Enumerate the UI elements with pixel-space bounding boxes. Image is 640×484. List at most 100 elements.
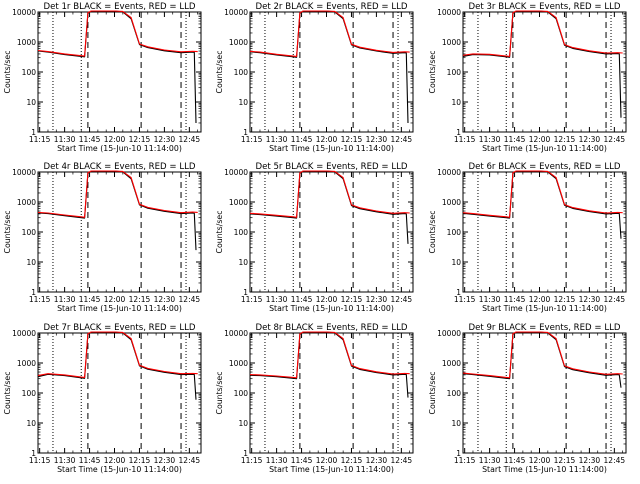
y-tick-label: 1 <box>456 288 461 297</box>
x-tick-label: 12:30 <box>366 456 388 465</box>
x-tick-label: 12:00 <box>316 135 338 144</box>
chart-panel-9: Det 9r BLACK = Events, RED = LLD 1 10 100 10… <box>428 323 627 474</box>
chart-title: Det 4r BLACK = Events, RED = LLD <box>43 162 195 172</box>
x-tick-label: 12:45 <box>391 135 413 144</box>
chart-title: Det 3r BLACK = Events, RED = LLD <box>468 2 620 12</box>
x-tick-label: 11:45 <box>79 456 101 465</box>
events-series-line <box>462 170 622 239</box>
x-tick-label: 12:45 <box>604 456 626 465</box>
chart-panel-3: Det 3r BLACK = Events, RED = LLD 1 10 100 10… <box>428 2 627 153</box>
x-tick-label: 12:30 <box>154 135 176 144</box>
y-tick-label: 1 <box>31 288 36 297</box>
y-tick-label: 100 <box>22 68 37 77</box>
x-tick-label: 11:45 <box>504 135 526 144</box>
lld-series-line <box>37 170 198 218</box>
plot-frame <box>37 332 202 454</box>
x-tick-label: 11:45 <box>504 295 526 304</box>
x-tick-label: 11:30 <box>479 135 501 144</box>
y-axis-label: Counts/sec <box>215 51 224 94</box>
chart-panel-2: Det 2r BLACK = Events, RED = LLD 1 10 100 10… <box>215 2 414 153</box>
y-tick-label: 10 <box>451 419 461 428</box>
y-tick-label: 1 <box>243 288 248 297</box>
y-tick-label: 100 <box>234 68 249 77</box>
y-axis-label: Counts/sec <box>428 211 437 254</box>
x-tick-label: 12:30 <box>579 135 601 144</box>
x-axis-label: Start Time (15-Jun-10 11:14:00) <box>57 465 182 474</box>
x-tick-label: 12:00 <box>529 295 551 304</box>
x-tick-label: 11:15 <box>29 135 51 144</box>
y-tick-label: 10 <box>26 419 36 428</box>
events-series-line <box>37 331 197 400</box>
x-tick-label: 12:30 <box>366 135 388 144</box>
y-tick-label: 1000 <box>442 198 461 207</box>
y-tick-label: 10 <box>451 258 461 267</box>
x-tick-label: 11:30 <box>54 456 76 465</box>
chart-title: Det 9r BLACK = Events, RED = LLD <box>468 323 620 333</box>
x-tick-label: 11:45 <box>291 135 313 144</box>
y-tick-label: 100 <box>22 389 37 398</box>
x-tick-label: 11:15 <box>29 456 51 465</box>
x-tick-label: 11:30 <box>54 295 76 304</box>
lld-series-line <box>37 331 198 378</box>
x-axis-label: Start Time (15-Jun-10 11:14:00) <box>269 304 394 313</box>
x-tick-label: 12:30 <box>154 456 176 465</box>
events-series-line <box>37 10 197 124</box>
y-tick-label: 10000 <box>12 329 36 338</box>
chart-panel-4: Det 4r BLACK = Events, RED = LLD 1 10 100 10… <box>3 162 202 313</box>
y-tick-label: 1000 <box>229 359 248 368</box>
y-tick-label: 10000 <box>224 329 248 338</box>
events-series-line <box>462 10 622 118</box>
y-tick-label: 100 <box>234 228 249 237</box>
events-series-line <box>249 331 409 398</box>
x-axis-label: Start Time (15-Jun-10 11:14:00) <box>57 144 182 153</box>
plot-frame <box>37 11 202 133</box>
x-tick-label: 12:45 <box>391 456 413 465</box>
chart-panel-7: Det 7r BLACK = Events, RED = LLD 1 10 100 10… <box>3 323 202 474</box>
y-axis-label: Counts/sec <box>215 211 224 254</box>
lld-series-line <box>249 170 410 218</box>
y-tick-label: 10 <box>238 419 248 428</box>
y-tick-label: 10000 <box>224 8 248 17</box>
x-tick-label: 12:45 <box>179 135 201 144</box>
x-tick-label: 12:00 <box>316 456 338 465</box>
y-tick-label: 10000 <box>437 329 461 338</box>
x-tick-label: 12:00 <box>104 295 126 304</box>
x-tick-label: 11:15 <box>241 456 263 465</box>
x-tick-label: 11:15 <box>241 295 263 304</box>
chart-panel-5: Det 5r BLACK = Events, RED = LLD 1 10 100 10… <box>215 162 414 313</box>
chart-title: Det 1r BLACK = Events, RED = LLD <box>43 2 195 12</box>
plot-frame <box>249 11 414 133</box>
chart-title: Det 6r BLACK = Events, RED = LLD <box>468 162 620 172</box>
y-tick-label: 10000 <box>224 168 248 177</box>
chart-panel-1: Det 1r BLACK = Events, RED = LLD 1 10 100 10… <box>3 2 202 153</box>
y-tick-label: 100 <box>22 228 37 237</box>
x-tick-label: 11:15 <box>241 135 263 144</box>
x-tick-label: 11:30 <box>479 456 501 465</box>
y-tick-label: 1000 <box>17 359 36 368</box>
plot-frame <box>249 332 414 454</box>
y-tick-label: 1000 <box>442 38 461 47</box>
chart-panel-6: Det 6r BLACK = Events, RED = LLD 1 10 100 10… <box>428 162 627 313</box>
chart-title: Det 8r BLACK = Events, RED = LLD <box>255 323 407 333</box>
x-tick-label: 12:45 <box>179 456 201 465</box>
lld-series-line <box>249 331 410 379</box>
y-tick-label: 10 <box>26 258 36 267</box>
plot-frame <box>462 171 627 293</box>
chart-panel-8: Det 8r BLACK = Events, RED = LLD 1 10 100 10… <box>215 323 414 474</box>
y-tick-label: 1000 <box>229 198 248 207</box>
y-axis-label: Counts/sec <box>3 51 12 94</box>
y-axis-label: Counts/sec <box>428 372 437 415</box>
x-tick-label: 12:15 <box>554 456 576 465</box>
x-tick-label: 12:00 <box>529 135 551 144</box>
plot-frame <box>462 332 627 454</box>
events-series-line <box>37 170 197 251</box>
x-tick-label: 12:45 <box>604 295 626 304</box>
y-tick-label: 1 <box>31 449 36 458</box>
y-tick-label: 10000 <box>12 8 36 17</box>
y-tick-label: 100 <box>234 389 249 398</box>
y-tick-label: 1 <box>456 128 461 137</box>
x-tick-label: 11:15 <box>29 295 51 304</box>
y-axis-label: Counts/sec <box>215 372 224 415</box>
